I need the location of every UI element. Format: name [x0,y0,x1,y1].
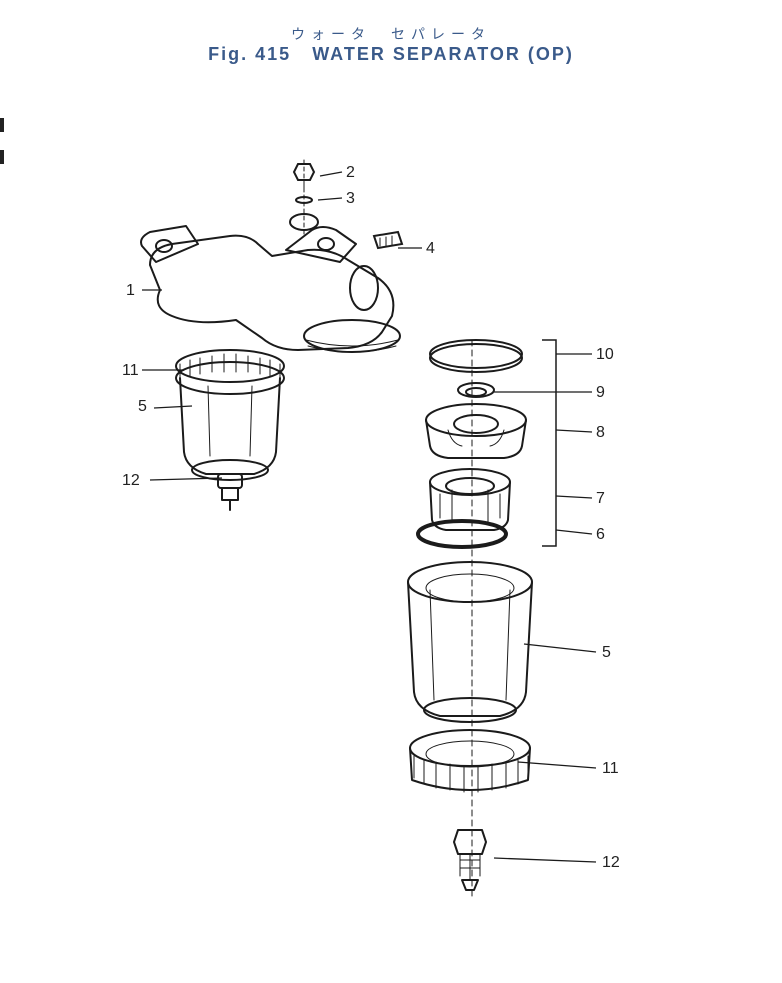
callout-1: 1 [126,282,135,300]
callout-5a: 5 [138,398,147,416]
oring-3 [296,197,312,203]
callout-7: 7 [596,490,605,508]
callout-4: 4 [426,240,435,258]
assembly-left [141,160,400,510]
callout-9: 9 [596,384,605,402]
callout-10: 10 [596,346,614,364]
bracket-ear-right [286,227,356,262]
head-casting [150,236,393,350]
skirt-thread [306,340,398,352]
bolt-hole [318,238,334,250]
callout-8: 8 [596,424,605,442]
ring-11-asm [176,350,284,394]
cup-5 [408,562,532,722]
callout-6: 6 [596,526,605,544]
cap-8 [426,404,526,458]
plug-4 [374,232,402,248]
callout-12b: 12 [602,854,620,872]
callout-12a: 12 [122,472,140,490]
ring-10 [430,340,522,372]
oring-6 [418,521,506,547]
callout-3: 3 [346,190,355,208]
callout-bracket [542,340,556,546]
side-port [350,266,378,310]
ring-11 [410,730,530,792]
page-root: ウォータ セパレータ Fig. 415 WATER SEPARATOR (OP) [0,0,782,983]
exploded-diagram [0,0,782,983]
drain-12 [454,830,486,890]
callout-11a: 11 [122,362,139,380]
callout-11b: 11 [602,760,619,778]
washer-9 [458,383,494,397]
callout-2: 2 [346,164,355,182]
callout-5b: 5 [602,644,611,662]
